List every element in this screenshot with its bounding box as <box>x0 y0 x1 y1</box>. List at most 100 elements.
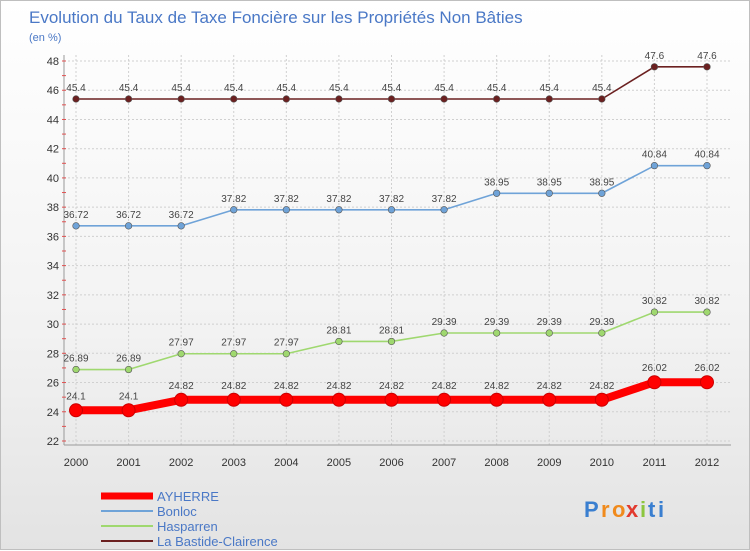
x-tick-label: 2005 <box>327 457 351 469</box>
data-point-ayherre <box>437 392 452 407</box>
data-label-hasparren: 27.97 <box>274 338 299 349</box>
data-point-ayherre <box>489 392 504 407</box>
y-tick-label: 36 <box>47 231 59 243</box>
y-tick-label: 26 <box>47 378 59 390</box>
data-point-la-bastide-clairence <box>493 95 501 103</box>
data-label-la-bastide-clairence: 45.4 <box>487 83 507 94</box>
data-label-bonloc: 37.82 <box>432 194 457 205</box>
data-label-hasparren: 26.89 <box>63 354 88 365</box>
data-point-la-bastide-clairence <box>72 95 80 103</box>
data-label-la-bastide-clairence: 45.4 <box>540 83 560 94</box>
data-point-hasparren <box>703 308 711 316</box>
data-point-bonloc <box>440 206 448 214</box>
data-label-la-bastide-clairence: 45.4 <box>592 83 612 94</box>
data-point-bonloc <box>703 162 711 170</box>
data-label-bonloc: 38.95 <box>484 177 509 188</box>
logo-letter: P <box>584 497 599 522</box>
data-point-hasparren <box>387 337 396 346</box>
data-point-hasparren <box>598 329 606 337</box>
data-point-ayherre <box>700 375 714 390</box>
data-label-ayherre: 24.1 <box>119 391 139 402</box>
data-label-la-bastide-clairence: 45.4 <box>434 83 454 94</box>
data-label-bonloc: 38.95 <box>589 177 614 188</box>
data-label-la-bastide-clairence: 45.4 <box>66 83 86 94</box>
y-tick-label: 30 <box>47 319 59 331</box>
x-tick-label: 2004 <box>274 457 298 469</box>
data-label-la-bastide-clairence: 45.4 <box>277 83 297 94</box>
data-point-ayherre <box>331 392 346 407</box>
data-point-la-bastide-clairence <box>282 95 290 103</box>
data-label-bonloc: 36.72 <box>63 210 88 221</box>
data-label-hasparren: 28.81 <box>379 325 404 336</box>
data-label-bonloc: 36.72 <box>169 210 194 221</box>
data-label-ayherre: 24.82 <box>484 381 509 392</box>
data-label-ayherre: 24.1 <box>66 391 86 402</box>
data-point-ayherre <box>384 392 399 407</box>
data-label-la-bastide-clairence: 45.4 <box>382 83 402 94</box>
data-label-bonloc: 37.82 <box>221 194 246 205</box>
x-tick-label: 2001 <box>116 457 140 469</box>
data-point-la-bastide-clairence <box>387 95 396 103</box>
data-point-ayherre <box>69 403 83 418</box>
data-point-bonloc <box>72 222 80 230</box>
x-tick-label: 2011 <box>643 457 667 469</box>
data-point-la-bastide-clairence <box>335 95 343 103</box>
data-label-hasparren: 29.39 <box>432 317 457 328</box>
data-label-la-bastide-clairence: 45.4 <box>329 83 349 94</box>
data-point-la-bastide-clairence <box>177 95 185 103</box>
data-point-ayherre <box>121 403 136 418</box>
chart-title: Evolution du Taux de Taxe Foncière sur l… <box>29 8 523 27</box>
data-point-hasparren <box>177 350 185 358</box>
data-label-bonloc: 37.82 <box>274 194 299 205</box>
data-label-bonloc: 38.95 <box>537 177 562 188</box>
data-point-hasparren <box>282 350 290 358</box>
data-point-bonloc <box>282 206 290 214</box>
x-tick-label: 2007 <box>432 457 456 469</box>
data-point-ayherre <box>226 392 241 407</box>
data-point-ayherre <box>279 392 294 407</box>
data-point-ayherre <box>594 392 609 407</box>
data-label-la-bastide-clairence: 47.6 <box>645 51 665 62</box>
data-label-ayherre: 24.82 <box>221 381 246 392</box>
x-tick-label: 2003 <box>222 457 246 469</box>
data-label-ayherre: 24.82 <box>589 381 614 392</box>
data-label-ayherre: 26.02 <box>694 363 719 374</box>
logo-letter: x <box>626 497 639 522</box>
data-label-hasparren: 29.39 <box>537 317 562 328</box>
data-point-la-bastide-clairence <box>545 95 553 103</box>
data-point-hasparren <box>650 308 659 316</box>
data-label-la-bastide-clairence: 45.4 <box>224 83 244 94</box>
data-point-hasparren <box>545 329 553 337</box>
data-point-bonloc <box>493 189 501 197</box>
data-label-ayherre: 24.82 <box>537 381 562 392</box>
data-point-la-bastide-clairence <box>703 63 711 71</box>
y-tick-label: 24 <box>47 407 59 419</box>
data-label-ayherre: 24.82 <box>326 381 351 392</box>
logo-letter: r <box>601 497 610 522</box>
data-point-ayherre <box>174 392 189 407</box>
data-label-hasparren: 30.82 <box>642 296 667 307</box>
data-label-bonloc: 40.84 <box>694 150 719 161</box>
x-tick-label: 2006 <box>379 457 403 469</box>
data-label-ayherre: 24.82 <box>274 381 299 392</box>
legend-label-la-bastide-clairence: La Bastide-Clairence <box>157 534 278 549</box>
legend-label-ayherre: AYHERRE <box>157 489 219 504</box>
x-tick-label: 2009 <box>537 457 561 469</box>
data-point-hasparren <box>72 365 80 374</box>
data-label-hasparren: 29.39 <box>589 317 614 328</box>
data-point-hasparren <box>440 329 448 337</box>
data-point-la-bastide-clairence <box>124 95 133 103</box>
logo-letter: i <box>640 497 646 522</box>
x-tick-label: 2000 <box>64 457 88 469</box>
y-tick-label: 40 <box>47 173 59 185</box>
data-label-la-bastide-clairence: 45.4 <box>119 83 139 94</box>
data-point-bonloc <box>387 206 396 214</box>
data-label-la-bastide-clairence: 45.4 <box>171 83 191 94</box>
data-point-bonloc <box>177 222 185 230</box>
data-point-bonloc <box>650 162 659 170</box>
logo-letter: o <box>612 497 625 522</box>
data-label-bonloc: 36.72 <box>116 210 141 221</box>
y-tick-label: 46 <box>47 85 59 97</box>
